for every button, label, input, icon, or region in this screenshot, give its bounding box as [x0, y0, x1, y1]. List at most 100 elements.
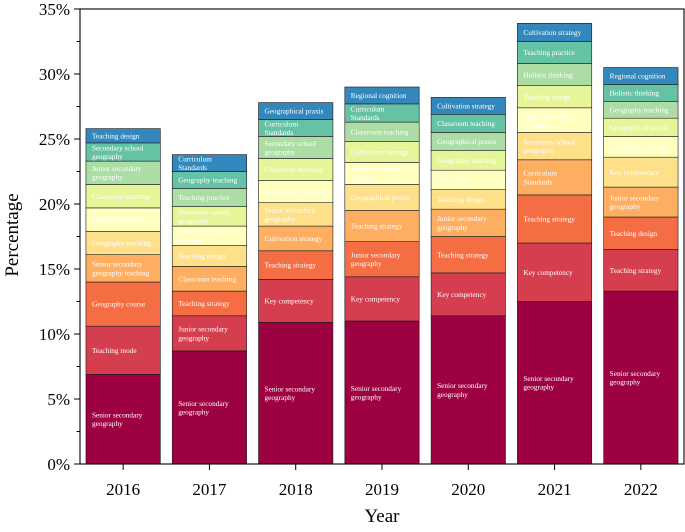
bar-segment [344, 210, 420, 243]
segment-label: Junior secondary geography [92, 164, 142, 182]
segment-label: Geography teaching [265, 187, 324, 196]
segment-label: Teaching design [92, 131, 140, 140]
segment-label: Geographical praxis [351, 193, 410, 202]
y-tick-label: 20% [39, 195, 70, 214]
y-tick-label: 0% [47, 455, 70, 474]
segment-label: Teaching strategy [178, 299, 230, 308]
bar-segment [171, 266, 247, 292]
bar-segment [430, 236, 506, 274]
segment-label: Secondary school geography [178, 208, 230, 226]
bar-segment [603, 249, 679, 292]
segment-label: Regional cognition [610, 72, 666, 81]
segment-label: Study tour [437, 176, 468, 185]
segment-label: Curriculum Standards [351, 104, 385, 122]
segment-label: Geographical praxis [610, 123, 669, 132]
segment-label: Senior secondary geography [351, 384, 402, 402]
bar-segment [85, 281, 161, 327]
segment-label: Teaching design [178, 252, 226, 261]
bar-segment [344, 320, 420, 465]
segment-label: Geographical praxis [437, 137, 496, 146]
segment-label: Classroom teaching [351, 127, 409, 136]
segment-label: Classroom teaching [265, 165, 323, 174]
segment-label: Key competency [265, 296, 315, 305]
bar-segment [517, 132, 593, 161]
segment-label: Geographical praxis [265, 107, 324, 116]
y-tick-label: 5% [47, 390, 70, 409]
segment-label: Cultivation strategy [265, 234, 323, 243]
segment-label: Senior secondary geography [437, 381, 488, 399]
y-tick-label: 15% [39, 260, 70, 279]
bar-segment [85, 373, 161, 465]
bar-segment [517, 194, 593, 244]
segment-label: Senior secondary geography [523, 374, 574, 392]
bar-segment [517, 159, 593, 196]
segment-label: Holistic thinking [523, 70, 573, 79]
bar-segment [344, 86, 420, 105]
bar-segment [258, 102, 334, 120]
x-tick-label: 2022 [624, 480, 658, 499]
bar-segment [517, 242, 593, 302]
segment-label: Teaching strategy [437, 250, 489, 259]
segment-label: Teaching design [437, 195, 485, 204]
segment-label: Senior secondary geography [265, 206, 316, 224]
segment-label: Senior secondary geography [92, 410, 143, 428]
bar-segment [258, 321, 334, 465]
bar-segment [517, 107, 593, 133]
segment-label: Senior secondary students [351, 165, 402, 183]
segment-label: Classroom teaching [178, 274, 236, 283]
bar-segment [517, 22, 593, 42]
segment-label: Teaching strategy [92, 215, 144, 224]
segment-label: Holistic thinking [610, 88, 660, 97]
segment-label: Junior secondary geography [351, 251, 401, 269]
segment-label: Teaching strategy [610, 266, 662, 275]
segment-label: Senior secondary geography [265, 384, 316, 402]
segment-label: Teaching practice [523, 48, 575, 57]
segment-label: Key competency [351, 295, 401, 304]
segment-label: Key competency [610, 168, 660, 177]
segment-label: Geography teaching [178, 176, 237, 185]
bar-segment [344, 241, 420, 278]
segment-label: Cultivation strategy [437, 101, 495, 110]
x-tick-label: 2021 [538, 480, 572, 499]
bar-segment [344, 276, 420, 322]
y-tick-label: 10% [39, 325, 70, 344]
segment-label: Junior secondary geography [523, 111, 573, 129]
bar-segment [517, 301, 593, 465]
y-axis-title: Percentage [2, 193, 23, 276]
bar-segment [603, 290, 679, 465]
segment-label: Curriculum Standards [178, 154, 212, 172]
bars-layer: Senior secondary geography Teaching mode Ge… [85, 22, 679, 465]
segment-label: Classroom teaching [437, 119, 495, 128]
segment-label: Senior secondary geography teaching [92, 260, 150, 278]
bar-segment [171, 350, 247, 465]
segment-label: Regional cognition [351, 91, 407, 100]
x-tick-label: 2020 [451, 480, 485, 499]
segment-label: Cultivation strategy [523, 28, 581, 37]
y-tick-label: 25% [39, 130, 70, 149]
x-tick-label: 2017 [192, 480, 227, 499]
x-tick-label: 2019 [365, 480, 399, 499]
bar-segment [171, 290, 247, 317]
y-tick-label: 35% [39, 0, 70, 19]
segment-label: Teaching strategy [351, 222, 403, 231]
segment-label: Geography course [92, 300, 145, 309]
segment-label: Teaching design [523, 92, 571, 101]
x-tick-label: 2016 [106, 480, 140, 499]
segment-label: Senior secondary geography [610, 369, 661, 387]
segment-label: Secondary school geography [265, 139, 317, 157]
bar-segment [603, 216, 679, 250]
x-axis-title: Year [364, 506, 400, 527]
segment-label: Key competency [523, 268, 573, 277]
segment-label: Teaching mode [92, 346, 137, 355]
bar-segment [171, 154, 247, 172]
segment-label: Geography teaching [92, 239, 151, 248]
x-tick-label: 2018 [279, 480, 313, 499]
segment-label: Key competency [437, 290, 487, 299]
bar-segment [603, 186, 679, 218]
segment-label: Junior secondary geography [178, 325, 228, 343]
segment-label: Teaching practice [178, 193, 230, 202]
segment-label: Junior secondary geography [610, 193, 660, 211]
bar-segment [603, 67, 679, 85]
